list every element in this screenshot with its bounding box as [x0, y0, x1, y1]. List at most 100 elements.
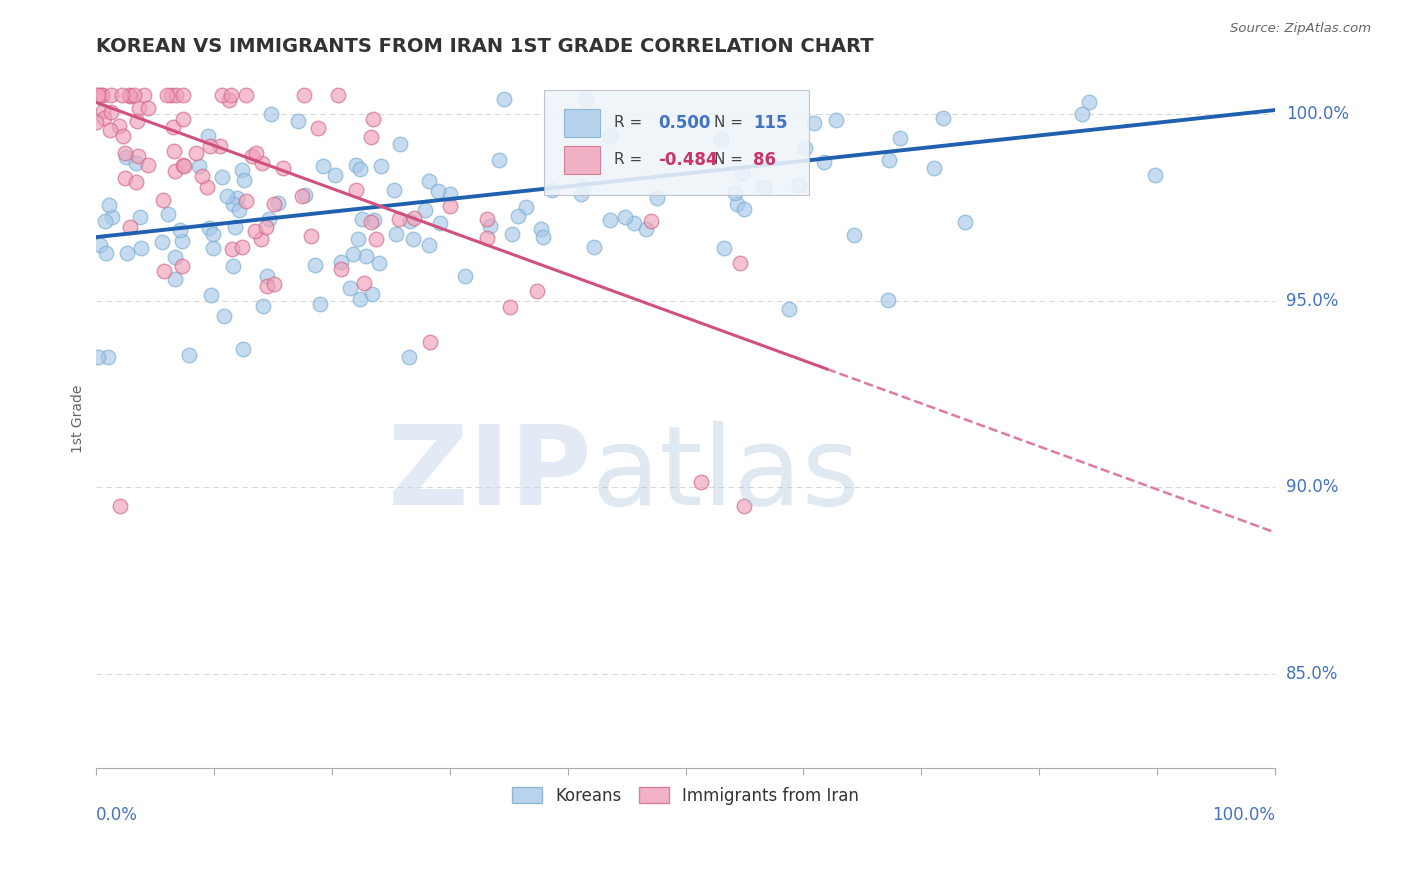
Point — [94, 213, 117, 227]
Point — [136, 101, 159, 115]
Point — [370, 159, 392, 173]
Point — [263, 196, 285, 211]
Point — [710, 132, 733, 146]
Point — [114, 171, 136, 186]
Point — [90, 88, 112, 103]
Point — [263, 277, 285, 292]
Point — [228, 202, 250, 217]
Point — [1071, 107, 1094, 121]
Point — [256, 279, 278, 293]
Point — [347, 232, 370, 246]
Point — [533, 229, 555, 244]
Point — [128, 101, 150, 115]
Point — [212, 309, 235, 323]
Point — [323, 169, 346, 183]
Point — [172, 259, 194, 273]
Point — [218, 94, 240, 108]
Point — [842, 227, 865, 242]
Point — [111, 128, 134, 143]
Point — [271, 161, 294, 176]
Point — [201, 227, 224, 242]
Point — [131, 242, 153, 256]
Point — [98, 123, 121, 137]
Point — [222, 197, 245, 211]
Point — [398, 214, 420, 228]
Point — [292, 88, 315, 103]
Point — [232, 342, 254, 356]
Point — [326, 88, 349, 103]
Text: 0.500: 0.500 — [658, 114, 711, 132]
Point — [125, 114, 148, 128]
Text: 0.0%: 0.0% — [97, 806, 138, 824]
Point — [163, 163, 186, 178]
Y-axis label: 1st Grade: 1st Grade — [72, 384, 86, 452]
Point — [877, 153, 900, 168]
Point — [97, 350, 120, 364]
Point — [645, 191, 668, 205]
Legend: Koreans, Immigrants from Iran: Koreans, Immigrants from Iran — [506, 780, 866, 812]
Point — [224, 219, 246, 234]
Point — [803, 116, 825, 130]
Point — [932, 111, 955, 125]
Point — [1144, 168, 1167, 182]
Point — [599, 128, 621, 143]
Point — [93, 112, 115, 126]
Point — [426, 184, 449, 198]
Point — [752, 180, 775, 194]
Text: atlas: atlas — [592, 421, 859, 528]
Point — [129, 210, 152, 224]
Point — [172, 158, 194, 172]
Point — [198, 139, 221, 153]
Point — [636, 222, 658, 236]
Point — [344, 183, 367, 197]
Point — [127, 149, 149, 163]
Point — [360, 215, 382, 229]
Point — [404, 211, 426, 225]
Text: 85.0%: 85.0% — [1286, 665, 1339, 683]
Point — [165, 88, 187, 103]
Point — [115, 245, 138, 260]
Point — [329, 261, 352, 276]
Point — [252, 299, 274, 313]
Point — [344, 158, 367, 172]
Text: 115: 115 — [752, 114, 787, 132]
Point — [245, 146, 267, 161]
Point — [231, 240, 253, 254]
Point — [198, 220, 221, 235]
Point — [312, 159, 335, 173]
Point — [86, 88, 108, 103]
Text: N =: N = — [714, 115, 748, 130]
Point — [342, 246, 364, 260]
Point — [454, 268, 477, 283]
Point — [254, 219, 277, 234]
Point — [530, 222, 553, 236]
Text: R =: R = — [613, 115, 647, 130]
FancyBboxPatch shape — [564, 109, 599, 136]
Point — [252, 156, 274, 170]
Point — [231, 162, 253, 177]
Point — [156, 206, 179, 220]
Point — [356, 249, 378, 263]
Point — [188, 159, 211, 173]
Point — [307, 121, 329, 136]
Point — [162, 120, 184, 134]
Point — [361, 287, 384, 301]
Point — [1078, 95, 1101, 109]
Point — [418, 174, 440, 188]
Point — [439, 199, 461, 213]
Point — [256, 269, 278, 284]
Point — [623, 216, 645, 230]
Point — [418, 238, 440, 252]
Point — [583, 240, 606, 254]
Point — [824, 113, 846, 128]
Point — [232, 172, 254, 186]
Point — [575, 92, 598, 106]
Point — [349, 162, 371, 177]
Point — [163, 271, 186, 285]
Point — [90, 88, 112, 103]
Point — [728, 256, 751, 270]
Point — [235, 88, 257, 103]
Point — [122, 88, 145, 103]
Point — [221, 88, 243, 103]
Point — [138, 158, 160, 172]
